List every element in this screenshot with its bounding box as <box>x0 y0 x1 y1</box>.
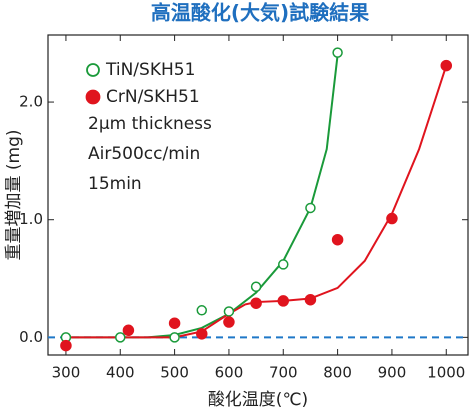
marker <box>250 281 262 293</box>
marker <box>168 317 181 329</box>
marker <box>223 306 235 317</box>
marker <box>305 202 316 214</box>
marker <box>196 328 208 340</box>
marker <box>278 259 289 270</box>
y-tick-label: 2.0 <box>19 93 43 111</box>
marker <box>332 47 343 58</box>
plot-frame <box>47 34 469 356</box>
marker <box>223 316 235 328</box>
legend-label: TiN/SKH51 <box>105 60 195 80</box>
annotation: 15min <box>88 174 142 194</box>
marker <box>250 297 262 309</box>
annotation: Air500cc/min <box>88 144 200 164</box>
marker <box>277 295 290 307</box>
x-tick-label: 600 <box>215 364 244 382</box>
fit-line <box>65 54 339 339</box>
y-axis-label: 重量増加量 (mg) <box>4 129 24 260</box>
chart-title: 高温酸化(大気)試験結果 <box>151 1 369 25</box>
x-axis-label: 酸化温度(℃) <box>208 390 308 410</box>
marker <box>304 293 317 306</box>
marker <box>60 339 72 352</box>
x-tick-label: 700 <box>269 364 298 382</box>
annotation: 2μm thickness <box>88 114 212 134</box>
marker <box>122 324 135 337</box>
x-tick-label: 1000 <box>427 364 465 382</box>
legend-marker <box>85 89 101 105</box>
marker <box>386 212 398 225</box>
x-tick-label: 800 <box>323 364 352 382</box>
marker <box>169 332 180 343</box>
legend-marker <box>86 63 100 77</box>
marker <box>196 305 208 316</box>
marker <box>440 59 453 72</box>
marker <box>331 233 344 246</box>
x-tick-label: 400 <box>106 364 135 382</box>
legend-label: CrN/SKH51 <box>106 87 200 107</box>
x-tick-label: 900 <box>378 364 407 382</box>
x-tick-label: 500 <box>160 364 189 382</box>
x-tick-label: 300 <box>52 364 81 382</box>
marker <box>115 332 126 343</box>
y-tick-label: 0.0 <box>19 328 43 346</box>
y-tick-label: 1.0 <box>19 210 43 228</box>
